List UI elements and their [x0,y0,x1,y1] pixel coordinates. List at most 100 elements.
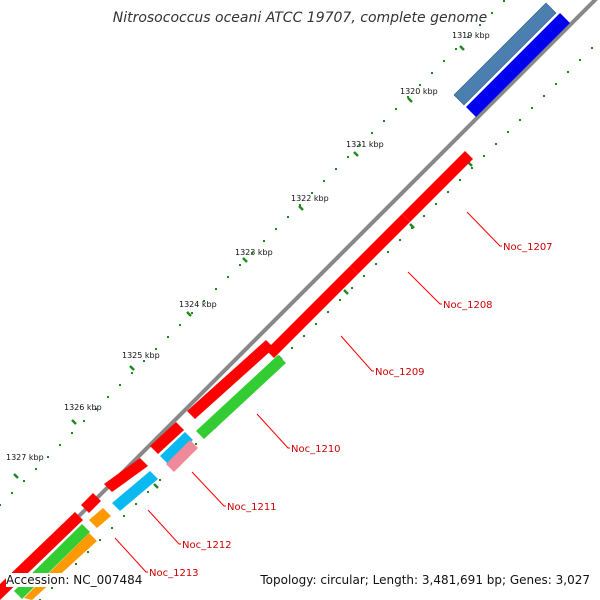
ruler-dot [35,468,37,470]
ruler-dot [287,216,289,218]
cds-noc-1209 [266,266,358,358]
ruler-dot [483,155,485,157]
ruler-dot [215,288,217,290]
ruler-dot [167,336,169,338]
gene-labels: Noc_1207 Noc_1208 Noc_1209 Noc_1210 Noc_… [149,242,553,579]
ruler-dot [579,59,581,61]
tick-label: 1319 kbp [452,31,490,40]
ruler-dot [459,179,461,181]
ruler-dot [507,131,509,133]
ruler-dot [323,180,325,182]
ruler-dot [131,372,133,374]
ruler-dot [327,311,329,313]
callout-line-noc-1208 [407,271,442,305]
ruler-tick-labels: 1319 kbp 1320 kbp 1321 kbp 1322 kbp 1323… [6,31,490,462]
ruler-dot [339,299,341,301]
map-title: Nitrosococcus oceani ATCC 19707, complet… [113,10,488,26]
cds-noc-1207 [402,151,473,222]
ruler-dot [455,48,457,50]
ruler-major-tick [242,257,248,263]
callout-line-noc-1207 [466,211,502,247]
ruler-dot [383,120,385,122]
ruler-dot [227,276,229,278]
gene-callouts [114,211,502,573]
ruler-dot [123,515,125,517]
ruler-dot [375,263,377,265]
ruler-major-tick [13,473,19,479]
ruler-dot [47,456,49,458]
tick-label: 1321 kbp [346,140,384,149]
ruler-dot [555,83,557,85]
ruler-dot [11,492,13,494]
tick-label: 1323 kbp [235,248,273,257]
ruler-dot [543,95,545,97]
cds-arrow-blue [466,13,570,117]
ruler-dot [347,156,349,158]
tick-label: 1327 kbp [6,453,44,462]
ruler-major-tick [129,365,135,371]
ruler-dot [291,347,293,349]
ruler-dot [471,167,473,169]
gene-label-noc-1208: Noc_1208 [443,300,493,311]
ruler-dot [443,60,445,62]
ruler-dot [251,252,253,254]
ruler-major-tick [407,97,413,103]
ruler-dot [419,84,421,86]
ruler-dot [263,240,265,242]
ruler-dot [399,239,401,241]
ruler-dot [59,444,61,446]
ruler-dot [203,300,205,302]
ruler-dot [491,12,493,14]
ruler-dot [435,203,437,205]
ruler-major-tick [153,483,159,489]
tick-label: 1322 kbp [291,194,329,203]
gene-label-noc-1207: Noc_1207 [503,242,553,253]
ruler-major-tick [71,419,77,425]
ruler-major-tick [186,311,192,317]
ruler-dot [83,420,85,422]
callout-line-noc-1212 [147,509,181,545]
ruler-dot [71,432,73,434]
callout-line-noc-1210 [256,413,290,449]
ruler-dot [195,443,197,445]
ruler-dot [51,587,53,589]
ruler-dot [135,503,137,505]
callout-line-noc-1213 [114,537,148,573]
ruler-dot [371,132,373,134]
cds-noc-1211-pink [166,440,198,472]
ruler-dot [359,144,361,146]
ruler-dot [407,96,409,98]
tick-label: 1320 kbp [400,87,438,96]
ruler-dot [99,539,101,541]
ruler-dot [567,71,569,73]
ruler-dot [591,47,593,49]
ruler-dot [95,408,97,410]
ruler-dot [0,504,1,506]
cds-noc-1208 [350,214,410,274]
feature-track [0,2,570,600]
ruler-dot [423,215,425,217]
ruler-dot [335,168,337,170]
gene-label-noc-1211: Noc_1211 [227,502,277,513]
ruler-dot [479,24,481,26]
accession-text: Accession: NC_007484 [6,573,143,587]
ruler-dot [495,143,497,145]
tick-label: 1324 kbp [179,300,217,309]
ruler-dot [159,479,161,481]
ruler-dot [311,192,313,194]
ruler-dot [303,335,305,337]
callout-line-noc-1209 [340,335,374,372]
ruler-dot [351,287,353,289]
ruler-dot [363,275,365,277]
ruler-dot [503,0,505,2]
ruler-dot [179,324,181,326]
gene-label-noc-1209: Noc_1209 [375,367,425,378]
cds-arrow-steelblue [453,2,557,106]
tick-label: 1325 kbp [122,351,160,360]
cds-noc-1213-red-small [81,493,101,513]
ruler-dot [111,527,113,529]
ruler-dot [531,107,533,109]
